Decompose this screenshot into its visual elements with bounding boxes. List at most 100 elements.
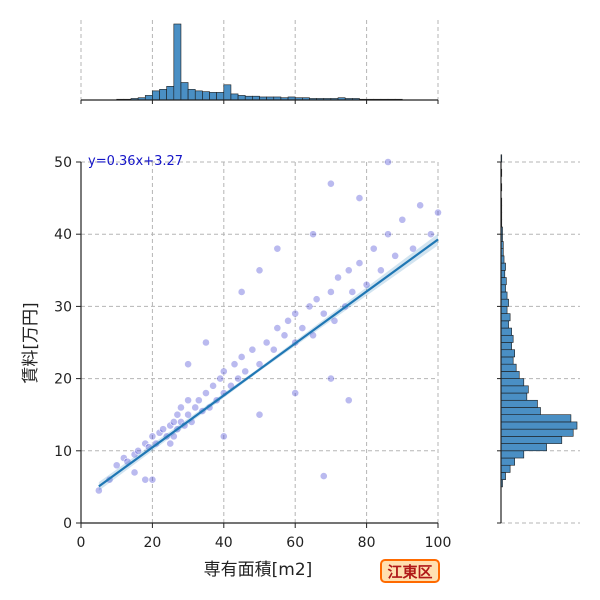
main-axes: 0 20 40 60 80 100 0 10 20 30 40 50 xyxy=(54,155,451,551)
scatter-point xyxy=(384,230,392,239)
scatter-point xyxy=(184,360,192,369)
scatter-point xyxy=(344,396,353,405)
scatter-point xyxy=(169,418,178,426)
main-gridlines xyxy=(80,20,580,524)
scatter-point xyxy=(237,353,246,361)
y-tick-label: 0 xyxy=(63,516,72,532)
scatter-point xyxy=(376,266,385,275)
y-marginal-bar xyxy=(500,313,511,322)
x-marginal-bar xyxy=(202,91,210,101)
scatter-point xyxy=(94,486,103,495)
scatter-points xyxy=(94,158,442,495)
y-marginal-histogram xyxy=(497,154,578,524)
y-marginal-bar xyxy=(500,277,507,286)
scatter-point xyxy=(184,396,192,405)
scatter-point xyxy=(305,302,314,311)
scatter-point xyxy=(326,374,335,383)
scatter-point xyxy=(194,396,203,405)
y-marginal-bar xyxy=(500,363,517,372)
scatter-point xyxy=(280,331,289,340)
scatter-point xyxy=(130,468,139,477)
scatter-point xyxy=(216,374,225,383)
scatter-point xyxy=(148,475,157,484)
y-tick-label: 10 xyxy=(54,444,72,460)
y-marginal-bar xyxy=(500,443,547,452)
scatter-point xyxy=(202,338,210,347)
scatter-point xyxy=(355,194,364,202)
ward-badge: 江東区 xyxy=(380,559,440,583)
scatter-point xyxy=(230,360,239,369)
scatter-point xyxy=(326,288,335,296)
scatter-point xyxy=(273,244,282,253)
x-marginal-bar xyxy=(166,86,175,101)
scatter-point xyxy=(398,215,407,224)
x-tick-label: 20 xyxy=(143,535,161,551)
y-marginal-bar xyxy=(500,399,538,408)
scatter-point xyxy=(209,381,217,390)
x-marginal-bar xyxy=(144,95,153,101)
scatter-point xyxy=(309,230,317,239)
y-marginal-bar xyxy=(500,436,563,444)
x-marginal-bar xyxy=(194,90,203,101)
y-marginal-bar xyxy=(500,154,503,163)
x-marginal-bar xyxy=(152,90,160,101)
scatter-point xyxy=(330,316,339,325)
y-marginal-bar xyxy=(500,349,515,358)
y-marginal-bar xyxy=(500,298,509,307)
scatter-point xyxy=(334,273,342,282)
scatter-point xyxy=(391,251,400,260)
scatter-point xyxy=(291,309,300,318)
scatter-point xyxy=(191,403,200,412)
scatter-point xyxy=(409,244,417,253)
x-marginal-bar xyxy=(159,89,167,101)
y-marginal-bar xyxy=(500,421,578,430)
scatter-point xyxy=(291,389,300,397)
y-marginal-bar xyxy=(500,371,520,379)
scatter-point xyxy=(262,338,271,347)
y-marginal-bar xyxy=(500,464,511,473)
scatter-point xyxy=(219,367,228,376)
y-tick-label: 30 xyxy=(54,299,72,315)
x-marginal-bar xyxy=(237,95,246,101)
y-marginal-bar xyxy=(500,306,508,314)
y-marginal-bar xyxy=(500,262,506,271)
scatter-point xyxy=(326,179,335,188)
x-marginal-bar xyxy=(209,92,217,101)
y-marginal-bar xyxy=(500,320,509,329)
scatter-point xyxy=(255,266,264,275)
regression-equation: y=0.36x+3.27 xyxy=(88,154,183,169)
y-marginal-bar xyxy=(500,457,515,466)
y-marginal-bar xyxy=(500,378,525,387)
scatter-point xyxy=(166,439,175,448)
x-marginal-bar xyxy=(230,93,239,101)
y-tick-label: 40 xyxy=(54,227,72,243)
scatter-point xyxy=(319,472,328,480)
scatter-point xyxy=(134,446,143,455)
scatter-point xyxy=(348,288,357,296)
x-axis-title: 専有面積[m2] xyxy=(204,560,313,580)
y-marginal-bar xyxy=(500,356,514,365)
scatter-point xyxy=(177,403,185,412)
x-marginal-histogram xyxy=(80,23,439,104)
scatter-point xyxy=(112,461,121,470)
y-tick-label: 50 xyxy=(54,155,72,171)
scatter-point xyxy=(319,309,328,318)
scatter-point xyxy=(184,410,192,419)
scatter-point xyxy=(362,280,371,289)
scatter-point xyxy=(434,208,442,217)
y-marginal-bar xyxy=(500,392,528,401)
y-marginal-bar xyxy=(500,414,572,423)
scatter-point xyxy=(355,259,364,267)
scatter-point xyxy=(219,432,228,441)
scatter-point xyxy=(298,324,307,332)
scatter-point xyxy=(369,244,378,253)
x-marginal-bar xyxy=(223,84,232,101)
y-marginal-bar xyxy=(500,334,514,343)
scatter-point xyxy=(426,230,435,239)
x-tick-label: 80 xyxy=(358,535,376,551)
y-marginal-bar xyxy=(500,472,506,480)
scatter-point xyxy=(241,367,250,376)
scatter-point xyxy=(159,425,168,434)
x-tick-label: 40 xyxy=(215,535,233,551)
